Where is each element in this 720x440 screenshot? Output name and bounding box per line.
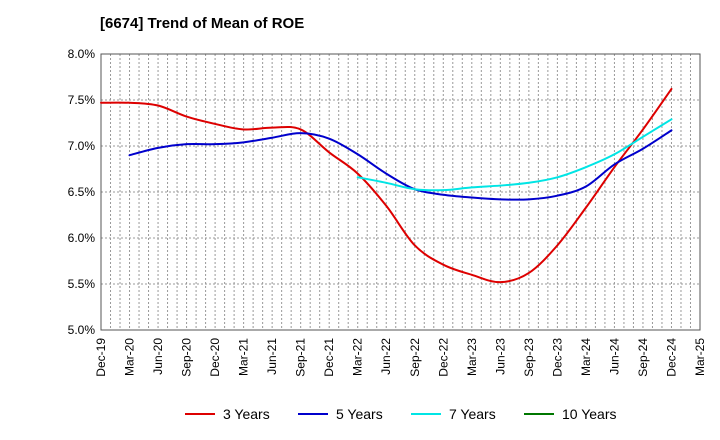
legend-label-3-years: 3 Years xyxy=(223,406,270,422)
x-tick-label: Sep-20 xyxy=(180,338,194,377)
series-line-5-years xyxy=(128,129,673,201)
legend-label-5-years: 5 Years xyxy=(336,406,383,422)
x-tick-label: Sep-21 xyxy=(294,338,308,377)
y-tick-label: 7.5% xyxy=(68,93,96,107)
x-tick-label: Mar-22 xyxy=(351,338,365,376)
x-tick-label: Jun-20 xyxy=(151,338,165,375)
x-tick-label: Sep-22 xyxy=(408,338,422,377)
series-line-7-years xyxy=(356,118,673,192)
y-tick-label: 8.0% xyxy=(68,47,96,61)
x-tick-label: Mar-21 xyxy=(237,338,251,376)
x-tick-label: Dec-24 xyxy=(664,338,678,377)
x-tick-label: Dec-21 xyxy=(322,338,336,377)
x-tick-label: Jun-22 xyxy=(379,338,393,375)
x-tick-label: Mar-20 xyxy=(123,338,137,376)
x-tick-label: Mar-25 xyxy=(693,338,707,376)
x-tick-label: Mar-23 xyxy=(465,338,479,376)
plot-border xyxy=(100,53,701,331)
y-tick-label: 6.0% xyxy=(68,231,96,245)
x-tick-label: Jun-24 xyxy=(607,338,621,375)
x-tick-label: Dec-23 xyxy=(550,338,564,377)
x-tick-label: Dec-20 xyxy=(208,338,222,377)
y-tick-label: 7.0% xyxy=(68,139,96,153)
x-tick-label: Sep-24 xyxy=(636,338,650,377)
x-tick-label: Jun-21 xyxy=(265,338,279,375)
chart-title: [6674] Trend of Mean of ROE xyxy=(100,15,305,32)
x-tick-label: Sep-23 xyxy=(522,338,536,377)
x-tick-label: Jun-23 xyxy=(493,338,507,375)
y-tick-label: 5.0% xyxy=(68,323,96,337)
series-line-3-years xyxy=(100,87,673,284)
legend-label-7-years: 7 Years xyxy=(449,406,496,422)
legend-label-10-years: 10 Years xyxy=(562,406,617,422)
y-tick-label: 5.5% xyxy=(68,277,96,291)
x-tick-label: Dec-22 xyxy=(436,338,450,377)
plot-area xyxy=(101,54,700,330)
x-tick-label: Mar-24 xyxy=(579,338,593,376)
y-tick-label: 6.5% xyxy=(68,185,96,199)
x-tick-label: Dec-19 xyxy=(94,338,108,377)
